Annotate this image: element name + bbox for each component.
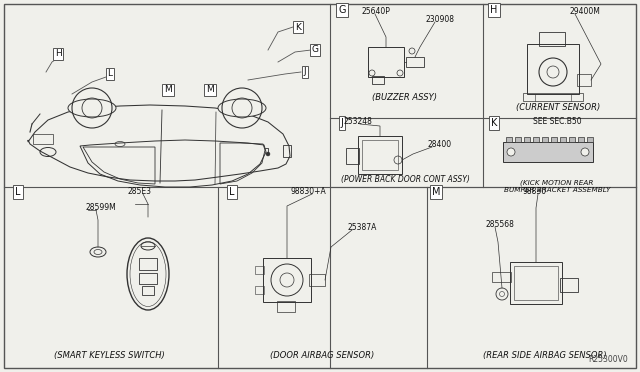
Bar	[523, 93, 583, 101]
Text: K: K	[295, 22, 301, 32]
Text: L: L	[229, 187, 235, 197]
Circle shape	[581, 148, 589, 156]
Text: (BUZZER ASSY): (BUZZER ASSY)	[372, 93, 438, 102]
Bar	[372, 76, 384, 84]
Text: 285568: 285568	[486, 220, 515, 229]
Bar	[587, 137, 593, 142]
Text: 25640P: 25640P	[362, 7, 391, 16]
Bar	[510, 262, 562, 304]
Text: J: J	[304, 67, 307, 77]
Text: 29400M: 29400M	[570, 7, 601, 16]
Text: SEE SEC.B50: SEE SEC.B50	[532, 117, 581, 126]
Text: M: M	[432, 187, 440, 197]
Bar	[578, 137, 584, 142]
Text: 285E3: 285E3	[128, 187, 152, 196]
Text: H: H	[54, 49, 61, 58]
Bar	[255, 266, 264, 274]
Bar	[358, 136, 402, 174]
Circle shape	[266, 152, 270, 156]
Bar	[492, 272, 511, 282]
Bar	[539, 32, 565, 46]
Text: (SMART KEYLESS SWITCH): (SMART KEYLESS SWITCH)	[54, 351, 164, 360]
Bar	[139, 258, 157, 270]
Text: (POWER BACK DOOR CONT ASSY): (POWER BACK DOOR CONT ASSY)	[340, 175, 469, 184]
Bar	[569, 137, 575, 142]
Text: M: M	[206, 86, 214, 94]
Bar	[346, 148, 359, 164]
Text: 25387A: 25387A	[348, 223, 378, 232]
Text: G: G	[312, 45, 319, 55]
Bar	[283, 145, 291, 157]
Bar	[255, 286, 264, 294]
Bar	[527, 44, 579, 94]
Bar	[506, 137, 512, 142]
Bar	[309, 274, 325, 286]
Bar	[277, 301, 295, 312]
Bar	[406, 57, 424, 67]
Ellipse shape	[68, 99, 116, 117]
Text: 28400: 28400	[428, 140, 452, 149]
Bar	[139, 273, 157, 284]
Circle shape	[507, 148, 515, 156]
Bar	[362, 140, 398, 170]
Text: L: L	[108, 70, 113, 78]
Text: (DOOR AIRBAG SENSOR): (DOOR AIRBAG SENSOR)	[270, 351, 374, 360]
Bar	[542, 137, 548, 142]
Text: M: M	[164, 86, 172, 94]
Bar	[560, 278, 578, 292]
Text: K: K	[491, 118, 497, 128]
Bar	[263, 258, 311, 302]
Text: 98830: 98830	[523, 187, 547, 196]
Bar	[368, 47, 404, 77]
Text: 253248: 253248	[343, 117, 372, 126]
Ellipse shape	[218, 99, 266, 117]
Bar	[551, 137, 557, 142]
Text: 28599M: 28599M	[85, 203, 116, 212]
Bar	[524, 137, 530, 142]
Bar	[514, 266, 558, 300]
Bar	[33, 134, 53, 144]
Text: 98830+A: 98830+A	[290, 187, 326, 196]
Bar	[533, 137, 539, 142]
Bar	[142, 286, 154, 295]
Text: J: J	[340, 118, 344, 128]
Text: (REAR SIDE AIRBAG SENSOR): (REAR SIDE AIRBAG SENSOR)	[483, 351, 607, 360]
Text: R25300V0: R25300V0	[588, 355, 628, 364]
Bar	[503, 142, 593, 162]
Bar	[577, 74, 591, 86]
Text: 230908: 230908	[425, 15, 454, 24]
Text: L: L	[15, 187, 20, 197]
Text: (CURRENT SENSOR): (CURRENT SENSOR)	[516, 103, 600, 112]
Text: G: G	[339, 5, 346, 15]
Text: (KICK MOTION REAR
BUMPER BRACKET ASSEMBLY: (KICK MOTION REAR BUMPER BRACKET ASSEMBL…	[504, 180, 610, 193]
Bar	[515, 137, 521, 142]
Text: H: H	[490, 5, 498, 15]
Bar	[560, 137, 566, 142]
